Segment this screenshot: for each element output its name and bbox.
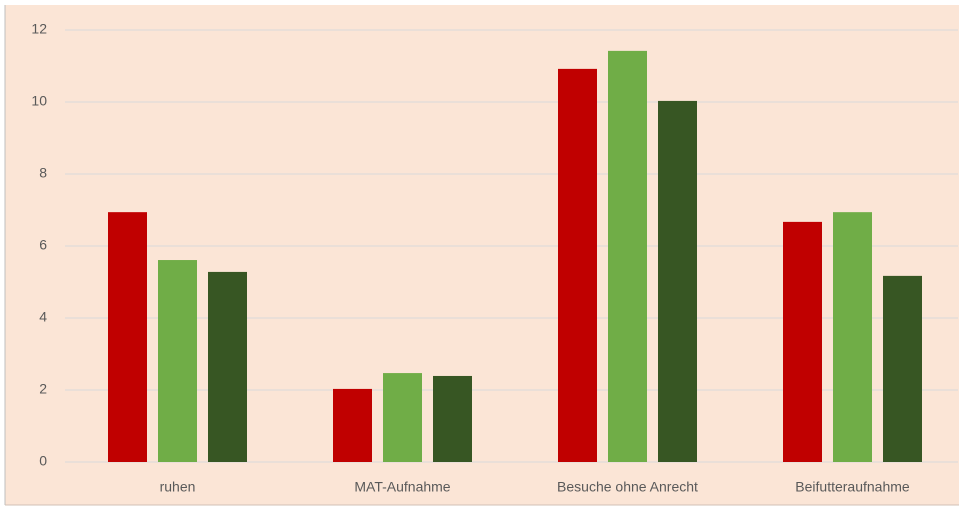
x-tick-label: ruhen [160, 479, 196, 495]
y-tick-label: 8 [39, 165, 47, 181]
bar [608, 50, 647, 462]
y-tick-label: 0 [39, 453, 47, 469]
x-tick-label: Beifutteraufnahme [795, 479, 910, 495]
bar [833, 212, 872, 462]
y-tick-label: 10 [31, 93, 47, 109]
bar [158, 260, 197, 462]
bar [383, 373, 422, 462]
bar [208, 271, 247, 462]
y-tick-label: 4 [39, 309, 47, 325]
y-tick-label: 2 [39, 381, 47, 397]
x-tick-label: Besuche ohne Anrecht [557, 479, 698, 495]
bar [108, 212, 147, 462]
y-tick-label: 12 [31, 21, 47, 37]
bar [333, 388, 372, 462]
bar [783, 221, 822, 462]
bar [883, 275, 922, 462]
x-tick-label: MAT-Aufnahme [354, 479, 450, 495]
bar [433, 375, 472, 462]
y-tick-label: 6 [39, 237, 47, 253]
bar [658, 100, 697, 463]
bar [558, 68, 597, 462]
